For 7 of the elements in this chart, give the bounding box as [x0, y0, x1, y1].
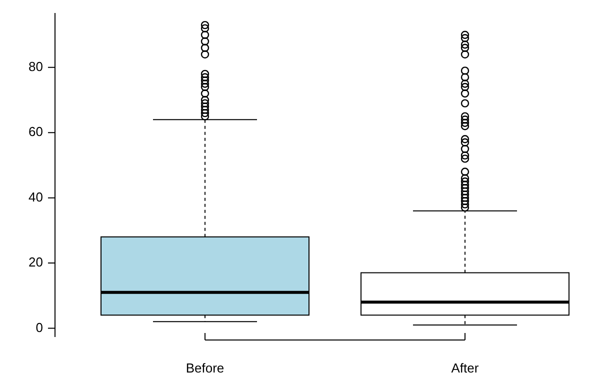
x-tick-label: Before: [186, 360, 224, 376]
y-tick-label: 80: [28, 59, 43, 74]
y-tick-label: 20: [28, 254, 43, 270]
y-tick-label: 40: [28, 189, 43, 204]
x-tick-label: After: [451, 360, 480, 376]
y-tick-label: 60: [28, 124, 43, 140]
y-tick-label: 0: [36, 320, 43, 335]
